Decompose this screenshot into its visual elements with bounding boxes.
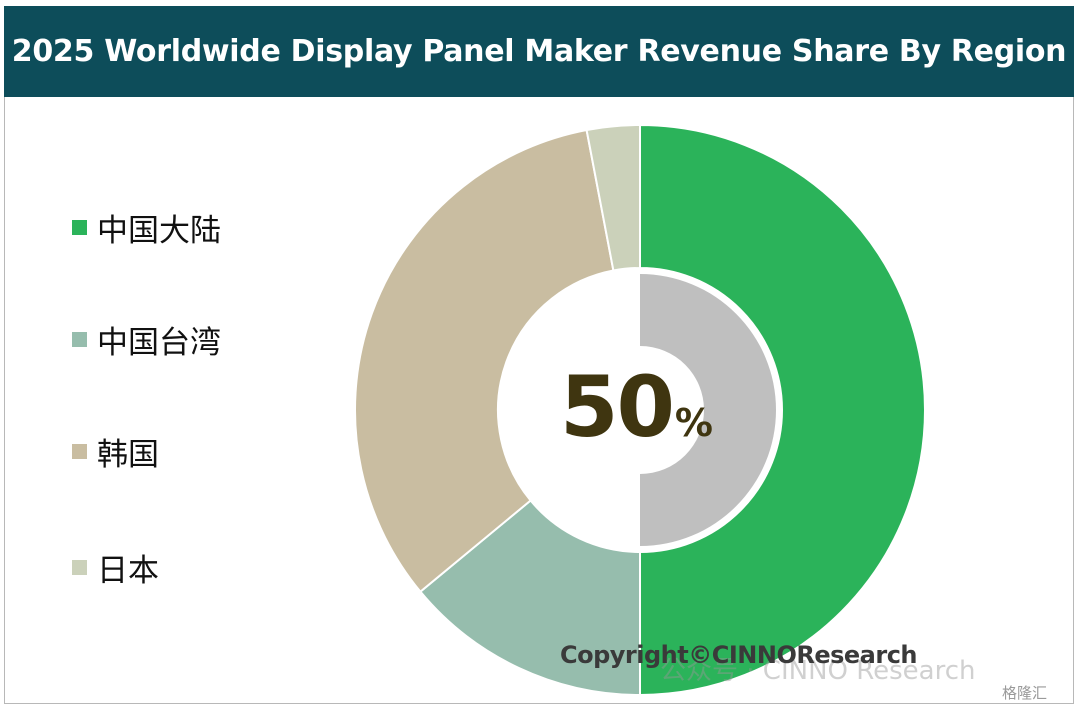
legend-swatch: [72, 444, 87, 459]
legend-label: 日本: [97, 553, 159, 589]
legend-swatch: [72, 220, 87, 235]
legend-label: 韩国: [97, 437, 159, 473]
legend-label: 中国大陆: [97, 213, 221, 249]
copyright-text: Copyright©CINNOResearch: [560, 641, 918, 669]
center-percentage-value: 50: [560, 358, 675, 456]
watermark-text: 公众号 · CINNO Research: [660, 656, 976, 686]
inner-progress-ring: [640, 274, 776, 546]
legend-item: 中国大陆: [72, 205, 221, 250]
legend-label: 中国台湾: [97, 325, 221, 361]
center-percentage-unit: %: [674, 401, 713, 445]
center-percentage: 50%: [560, 358, 713, 456]
legend-item: 中国台湾: [72, 317, 221, 362]
chart-title: 2025 Worldwide Display Panel Maker Reven…: [11, 34, 1067, 69]
watermark-badge: 格隆汇: [1002, 684, 1048, 702]
legend-item: 韩国: [72, 429, 159, 474]
legend-swatch: [72, 332, 87, 347]
legend-item: 日本: [72, 545, 159, 590]
title-bar: 2025 Worldwide Display Panel Maker Reven…: [4, 6, 1074, 97]
legend-swatch: [72, 560, 87, 575]
